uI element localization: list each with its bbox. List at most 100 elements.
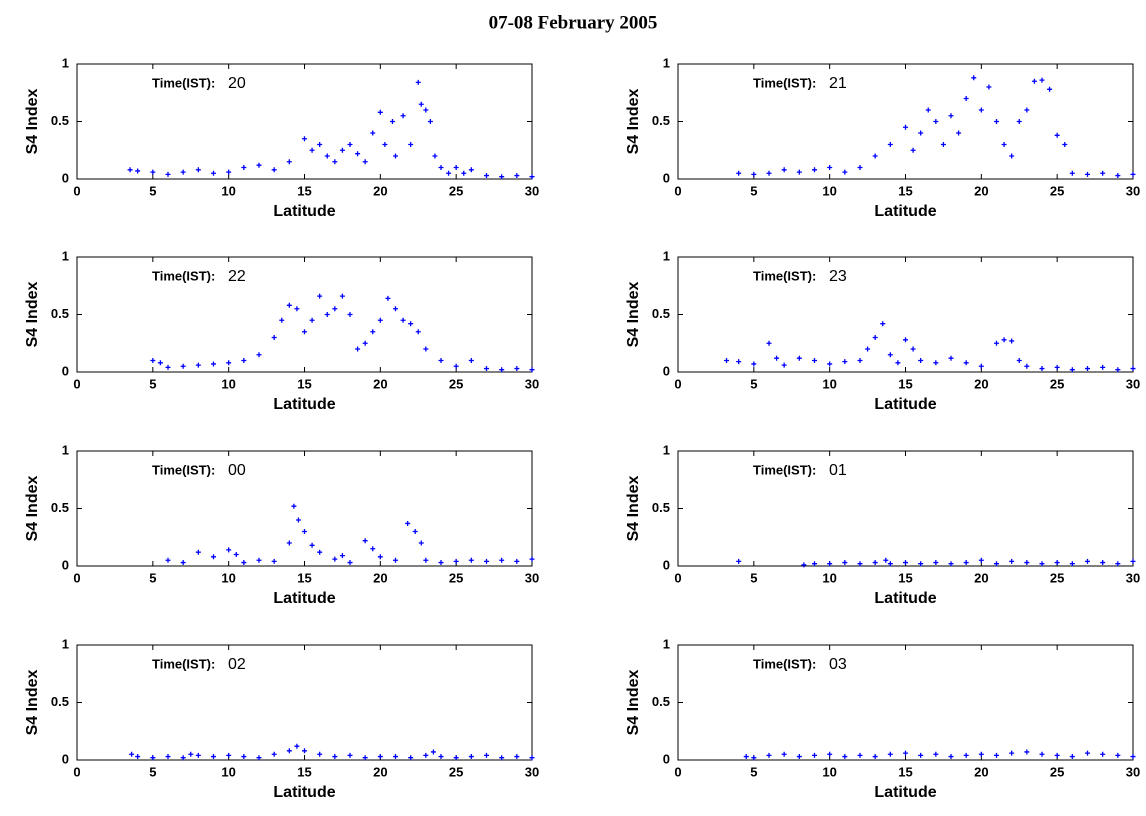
point <box>438 754 444 760</box>
point <box>317 293 323 299</box>
point <box>271 751 277 757</box>
point <box>347 142 353 147</box>
point <box>362 538 368 544</box>
x-tick-label: 5 <box>149 183 156 198</box>
y-axis-label: S4 Index <box>24 670 41 736</box>
y-tick-label: 0 <box>62 751 69 766</box>
x-tick-label: 20 <box>373 764 387 779</box>
point <box>150 169 156 175</box>
point <box>903 750 908 756</box>
point <box>400 113 406 119</box>
point <box>226 169 232 175</box>
x-axis-label: Latitude <box>273 784 335 801</box>
x-tick-label: 10 <box>221 570 235 585</box>
point <box>129 751 135 757</box>
y-axis-label: S4 Index <box>625 476 642 542</box>
x-axis-label: Latitude <box>874 590 936 607</box>
x-tick-label: 25 <box>1050 764 1064 779</box>
point <box>302 329 307 335</box>
point <box>484 752 489 758</box>
x-tick-label: 10 <box>221 376 235 391</box>
point <box>514 558 520 564</box>
x-tick-label: 0 <box>73 764 80 779</box>
y-tick-label: 1 <box>663 442 670 457</box>
point <box>781 751 787 757</box>
point <box>377 109 383 115</box>
x-tick-label: 10 <box>822 570 836 585</box>
x-tick-label: 15 <box>898 183 912 198</box>
point <box>796 355 802 361</box>
point <box>766 752 772 758</box>
axes-box <box>677 256 1134 373</box>
point <box>801 562 807 568</box>
point <box>256 352 262 358</box>
x-tick-label: 0 <box>73 570 80 585</box>
point <box>332 159 338 165</box>
x-tick-label: 25 <box>449 764 463 779</box>
point <box>317 549 323 555</box>
point <box>499 755 505 761</box>
x-tick-label: 0 <box>674 764 681 779</box>
point <box>195 549 201 555</box>
x-axis-label: Latitude <box>874 784 936 801</box>
point <box>1085 558 1090 564</box>
point <box>362 159 368 165</box>
point <box>423 346 429 352</box>
annotation-time: 22 <box>228 268 246 285</box>
point <box>529 367 535 373</box>
x-axis-label: Latitude <box>273 396 335 413</box>
annotation-time: 02 <box>228 656 246 673</box>
point <box>418 540 424 546</box>
point <box>1115 561 1121 567</box>
x-tick-label: 15 <box>898 376 912 391</box>
point <box>925 107 931 113</box>
y-tick-label: 0.5 <box>652 694 670 709</box>
point <box>302 748 307 754</box>
point <box>453 165 459 170</box>
point <box>948 113 954 119</box>
point <box>438 560 444 566</box>
x-tick-label: 5 <box>750 764 757 779</box>
point <box>736 170 742 176</box>
point <box>241 754 247 760</box>
point <box>887 352 893 358</box>
point <box>872 153 878 159</box>
point <box>370 329 376 335</box>
axes-box <box>76 256 533 373</box>
point <box>918 561 924 567</box>
x-tick-label: 0 <box>73 376 80 391</box>
point <box>994 119 999 124</box>
x-tick-label: 5 <box>750 183 757 198</box>
y-tick-label: 0 <box>62 557 69 572</box>
point <box>1069 367 1075 373</box>
y-tick-label: 1 <box>663 636 670 651</box>
point <box>355 151 361 157</box>
point <box>438 358 444 363</box>
point <box>1031 78 1037 84</box>
y-tick-label: 1 <box>663 248 670 263</box>
point <box>317 751 323 757</box>
y-tick-label: 1 <box>62 442 69 457</box>
point <box>880 321 886 327</box>
point <box>766 340 772 346</box>
point <box>1001 142 1007 147</box>
point <box>781 362 787 368</box>
point <box>751 361 757 367</box>
point <box>842 560 848 566</box>
point <box>484 366 489 372</box>
point <box>1054 364 1060 370</box>
point <box>812 561 817 567</box>
x-tick-label: 10 <box>822 764 836 779</box>
point <box>294 306 300 312</box>
point <box>302 136 307 142</box>
point <box>1069 561 1075 567</box>
x-tick-label: 5 <box>750 570 757 585</box>
point <box>1024 107 1030 113</box>
x-tick-label: 20 <box>974 183 988 198</box>
x-tick-label: 15 <box>297 570 311 585</box>
y-tick-label: 0.5 <box>51 694 69 709</box>
point <box>827 561 833 567</box>
point <box>903 124 908 130</box>
point <box>347 560 353 566</box>
point <box>1054 132 1060 138</box>
